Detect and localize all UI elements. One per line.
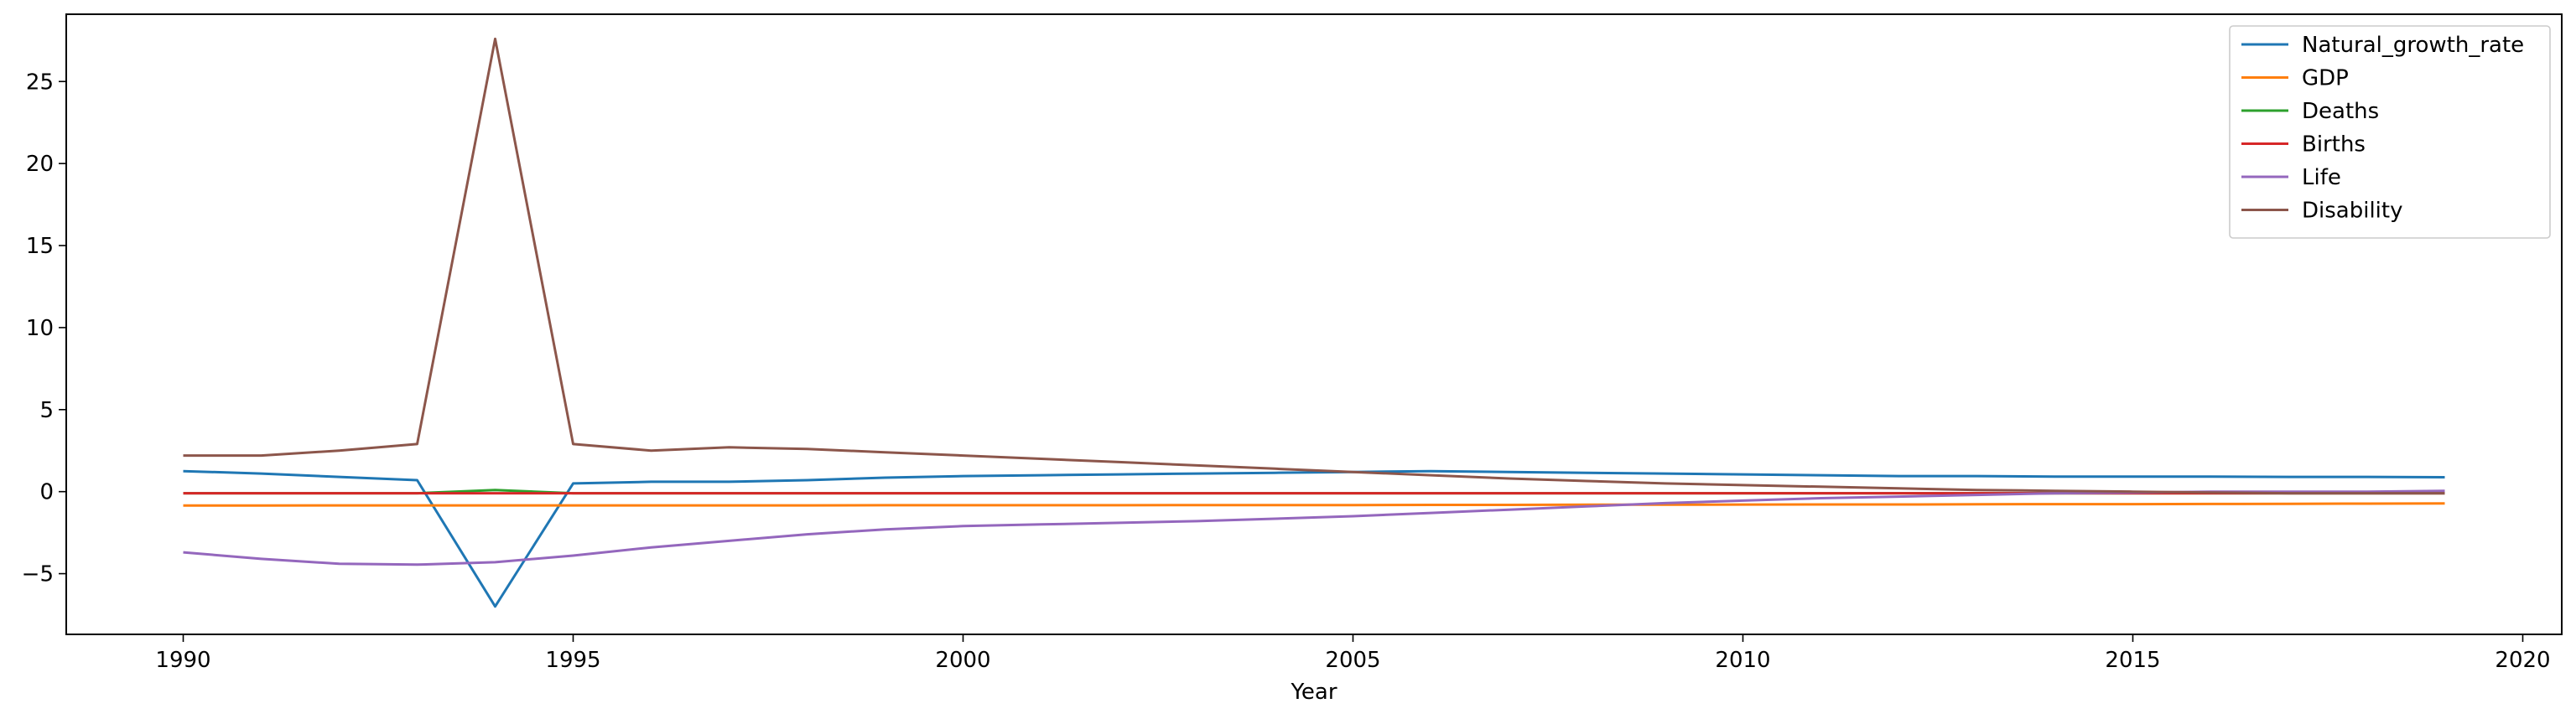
- legend-entry-label: Deaths: [2302, 99, 2379, 124]
- x-tick-label: 2020: [2495, 648, 2550, 673]
- series-line-life: [183, 489, 2445, 566]
- x-tick-label: 2010: [1715, 648, 1770, 673]
- x-tick-label: 2000: [935, 648, 990, 673]
- x-tick-label: 2015: [2105, 648, 2160, 673]
- y-tick-label: 10: [26, 316, 54, 341]
- y-tick-label: −5: [22, 562, 54, 587]
- legend-entry-label: Births: [2302, 132, 2366, 158]
- series-line-natural-growth-rate: [183, 469, 2445, 608]
- y-tick-label: 25: [26, 70, 54, 95]
- series-line-disability: [183, 37, 2445, 495]
- x-axis-label: Year: [1290, 680, 1337, 705]
- series-layer: [183, 37, 2445, 608]
- legend-entry-label: Life: [2302, 165, 2341, 190]
- legend-entry-label: GDP: [2302, 66, 2349, 91]
- x-axis: 1990 1995 2000 2005 2010 2015 2020: [155, 634, 2551, 673]
- legend-box: [2229, 25, 2551, 239]
- legend-entry-label: Natural_growth_rate: [2302, 33, 2524, 58]
- x-tick-label: 2005: [1325, 648, 1380, 673]
- y-axis: −5 0 5 10 15 20 25: [22, 70, 66, 587]
- legend: Natural_growth_rate GDP Deaths Births Life Di…: [2229, 25, 2551, 239]
- x-tick-label: 1990: [155, 648, 210, 673]
- y-tick-label: 20: [26, 152, 54, 177]
- series-line-gdp: [183, 502, 2445, 507]
- legend-entry-label: Disability: [2302, 199, 2402, 224]
- y-tick-label: 15: [26, 234, 54, 259]
- y-tick-label: 0: [39, 480, 54, 505]
- plot-frame: [65, 13, 2563, 635]
- y-tick-label: 5: [39, 398, 54, 423]
- x-tick-label: 1995: [545, 648, 600, 673]
